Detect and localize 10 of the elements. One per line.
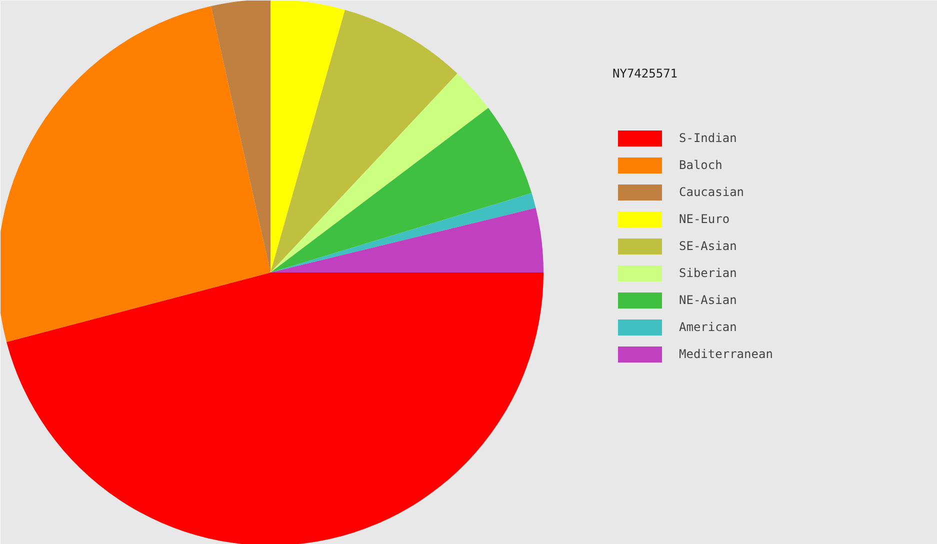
legend-label: S-Indian bbox=[679, 131, 737, 145]
legend-label: Caucasian bbox=[679, 185, 744, 199]
text: NY7425571 bbox=[612, 66, 678, 80]
legend-label: NE-Euro bbox=[679, 212, 730, 226]
legend-label: Siberian bbox=[679, 266, 737, 280]
legend-label: American bbox=[679, 320, 737, 334]
legend-label: NE-Asian bbox=[679, 293, 737, 307]
legend-label: Mediterranean bbox=[679, 347, 773, 361]
legend-label: Baloch bbox=[679, 158, 722, 172]
legend-label: SE-Asian bbox=[679, 239, 737, 253]
